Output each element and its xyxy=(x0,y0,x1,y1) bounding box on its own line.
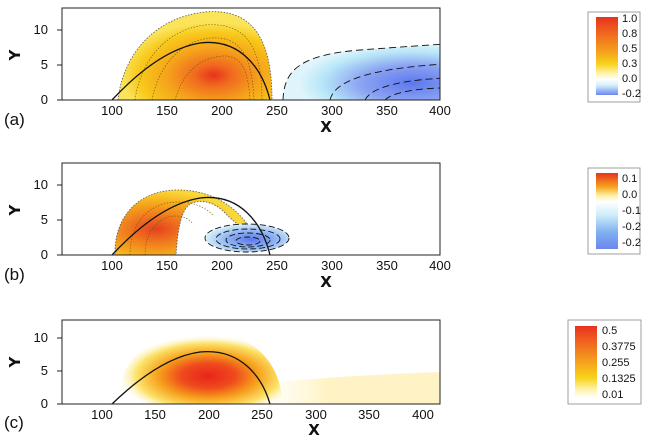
panel-label-c: (c) xyxy=(4,413,24,432)
colorbar-c: 0.5 0.3775 0.255 0.1325 0.01 xyxy=(567,319,642,405)
boundary-curve-a xyxy=(111,41,271,100)
xtick-label: 200 xyxy=(211,103,233,118)
positive-lobe-a xyxy=(117,11,273,100)
negative-lobe-b xyxy=(204,223,290,253)
negative-contour-a-2 xyxy=(364,77,440,100)
background-tail-c xyxy=(275,372,440,404)
xtick-label: 200 xyxy=(211,258,233,273)
xtick-label: 350 xyxy=(376,258,398,273)
ytick-label: 0 xyxy=(41,247,48,262)
xtick-label: 200 xyxy=(198,407,220,422)
ytick-label: 10 xyxy=(34,177,48,192)
xtick-label: 100 xyxy=(101,103,123,118)
positive-contour-a-3 xyxy=(174,55,251,100)
x-ticks-c: 100 150 200 250 300 350 400 xyxy=(91,407,434,422)
y-axis-label-a: Y xyxy=(6,48,24,61)
colorbar-label: 0.0 xyxy=(622,189,637,201)
xtick-label: 150 xyxy=(144,407,166,422)
boundary-curve-c xyxy=(111,351,271,404)
colorbar-a: 1.0 0.8 0.5 0.3 0.0 -0.2 xyxy=(587,11,641,103)
positive-contour-b-2 xyxy=(144,215,194,255)
colorbar-ramp-b xyxy=(596,173,618,249)
boundary-curve-b xyxy=(111,196,271,255)
xtick-label: 150 xyxy=(156,258,178,273)
x-axis-label-b: X xyxy=(320,273,332,291)
colorbar-label: -0.2 xyxy=(622,237,641,249)
xtick-label: 300 xyxy=(321,258,343,273)
negative-contour-a-3 xyxy=(384,87,440,100)
negative-contour-b-3 xyxy=(235,236,261,246)
y-axis-label-b: Y xyxy=(6,203,24,216)
plot-frame-c xyxy=(61,319,441,405)
y-axis-label-c: Y xyxy=(6,355,24,368)
colorbar-label: 0.5 xyxy=(622,43,637,55)
panel-a: 0 5 10 100 150 200 250 300 350 400 X Y (… xyxy=(4,7,641,136)
negative-contour-b-2 xyxy=(225,232,271,248)
y-ticks-a: 0 5 10 xyxy=(34,22,62,107)
xtick-label: 400 xyxy=(429,258,451,273)
plot-frame-b xyxy=(61,162,441,256)
y-ticks-c: 0 5 10 xyxy=(34,330,62,411)
ytick-label: 5 xyxy=(41,212,48,227)
colorbar-ramp-c xyxy=(575,326,597,398)
negative-contour-a-1 xyxy=(329,63,440,100)
ytick-label: 0 xyxy=(41,396,48,411)
xtick-label: 350 xyxy=(376,103,398,118)
xtick-label: 100 xyxy=(91,407,113,422)
panel-label-a: (a) xyxy=(4,110,25,129)
ytick-label: 0 xyxy=(41,92,48,107)
colorbar-label: -0.2 xyxy=(622,221,641,233)
xtick-label: 150 xyxy=(156,103,178,118)
colorbar-label: 0.8 xyxy=(622,28,637,40)
x-ticks-b: 100 150 200 250 300 350 400 xyxy=(101,258,451,273)
colorbar-label: 0.1 xyxy=(622,173,637,185)
colorbar-b: 0.1 0.0 -0.1 -0.2 -0.2 xyxy=(587,167,641,255)
ytick-label: 5 xyxy=(41,363,48,378)
positive-contour-a-1 xyxy=(134,24,263,100)
positive-lobe-b xyxy=(114,189,253,255)
plot-frame-a xyxy=(61,7,441,101)
xtick-label: 250 xyxy=(251,407,273,422)
xtick-label: 400 xyxy=(429,103,451,118)
x-axis-label-a: X xyxy=(320,118,332,136)
colorbar-label: 0.255 xyxy=(602,357,630,369)
panel-c: 0 5 10 100 150 200 250 300 350 400 X Y (… xyxy=(4,319,642,438)
negative-lobe-a xyxy=(282,43,440,100)
positive-lobe-c xyxy=(118,330,282,404)
panel-label-b: (b) xyxy=(4,265,25,284)
negative-contour-b-1 xyxy=(215,228,281,250)
x-axis-label-c: X xyxy=(308,421,320,438)
y-ticks-b: 0 5 10 xyxy=(34,177,62,262)
ytick-label: 10 xyxy=(34,330,48,345)
xtick-label: 250 xyxy=(266,103,288,118)
colorbar-label: 1.0 xyxy=(622,13,637,25)
colorbar-label: 0.3775 xyxy=(602,341,636,353)
colorbar-label: 0.1325 xyxy=(602,373,636,385)
colorbar-label: 0.5 xyxy=(602,325,617,337)
ytick-label: 10 xyxy=(34,22,48,37)
panel-b: 0 5 10 100 150 200 250 300 350 400 X Y (… xyxy=(4,162,641,291)
colorbar-ramp-a xyxy=(596,17,618,95)
xtick-label: 100 xyxy=(101,258,123,273)
xtick-label: 300 xyxy=(321,103,343,118)
xtick-label: 300 xyxy=(305,407,327,422)
colorbar-label: -0.1 xyxy=(622,205,641,217)
xtick-label: 400 xyxy=(412,407,434,422)
positive-contour-a-2 xyxy=(151,37,255,100)
xtick-label: 350 xyxy=(358,407,380,422)
colorbar-label: -0.2 xyxy=(622,88,641,100)
x-ticks-a: 100 150 200 250 300 350 400 xyxy=(101,103,451,118)
xtick-label: 250 xyxy=(266,258,288,273)
colorbar-label: 0.0 xyxy=(622,73,637,85)
colorbar-label: 0.3 xyxy=(622,58,637,70)
ytick-label: 5 xyxy=(41,57,48,72)
colorbar-label: 0.01 xyxy=(602,389,623,401)
